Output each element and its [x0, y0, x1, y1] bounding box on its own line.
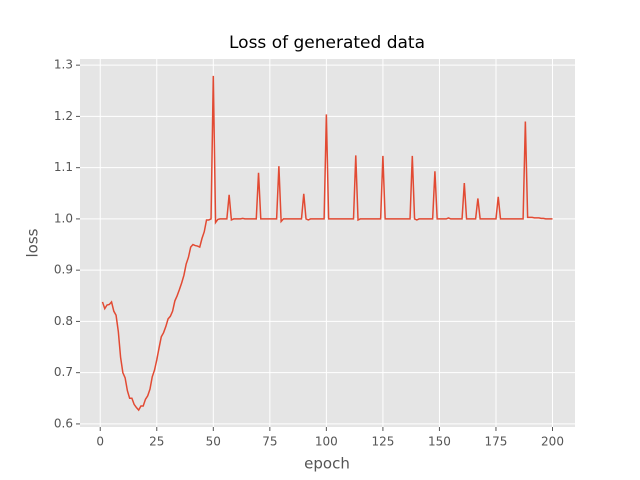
y-tick-label: 0.7	[54, 365, 73, 379]
x-tick-label: 25	[149, 435, 164, 449]
y-tick-label: 1.3	[54, 58, 73, 72]
x-tick-label: 0	[96, 435, 104, 449]
x-tick-label: 175	[485, 435, 508, 449]
chart-title: Loss of generated data	[229, 33, 425, 53]
y-tick-label: 1.0	[54, 211, 73, 225]
y-tick-label: 1.1	[54, 160, 73, 174]
y-tick-label: 0.6	[54, 416, 73, 430]
y-tick-label: 1.2	[54, 109, 73, 123]
x-tick-label: 100	[315, 435, 338, 449]
y-tick-label: 0.8	[54, 314, 73, 328]
x-tick-label: 150	[428, 435, 451, 449]
x-tick-label: 50	[206, 435, 221, 449]
x-tick-label: 200	[541, 435, 564, 449]
x-tick-label: 125	[371, 435, 394, 449]
y-axis-label: loss	[24, 228, 42, 257]
loss-line	[101, 75, 553, 412]
x-axis-label: epoch	[304, 455, 350, 473]
plot-area	[80, 59, 575, 427]
x-tick-label: 75	[262, 435, 277, 449]
y-tick-label: 0.9	[54, 263, 73, 277]
